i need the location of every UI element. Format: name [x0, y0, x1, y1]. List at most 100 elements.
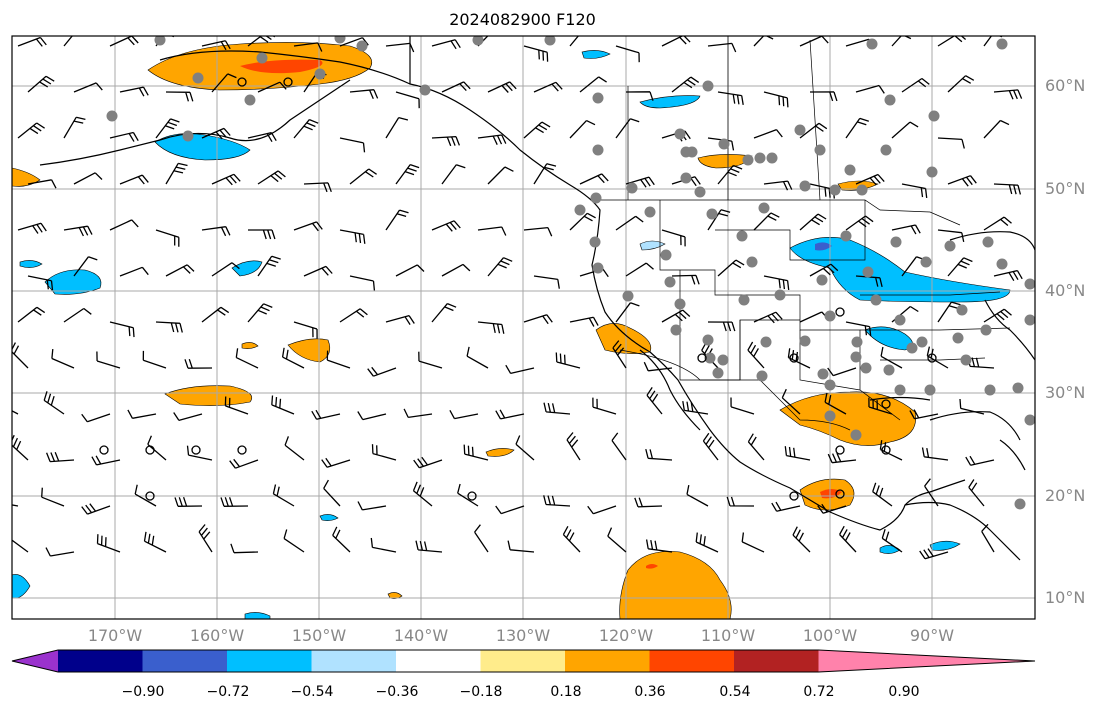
shaded-regions	[12, 42, 1011, 619]
wind-barb	[661, 229, 686, 247]
wind-barb	[73, 256, 98, 277]
wind-barb	[533, 275, 560, 289]
wind-barb	[579, 76, 607, 93]
wind-barb	[127, 409, 157, 419]
calm-wind-circle	[283, 77, 293, 87]
station-dot	[592, 92, 604, 104]
station-dot	[622, 290, 634, 302]
station-dot	[256, 52, 268, 64]
wind-barb	[477, 134, 507, 145]
wind-barb	[27, 179, 57, 189]
wind-barb	[747, 341, 765, 369]
wind-barb	[339, 137, 366, 153]
wind-barb	[96, 351, 121, 369]
wind-barb	[349, 89, 379, 100]
wind-barb	[17, 222, 47, 234]
station-dot	[960, 354, 972, 366]
colorbar-cell	[734, 650, 819, 672]
wind-barb	[817, 503, 847, 514]
station-dot	[862, 266, 874, 278]
station-dot	[154, 36, 166, 46]
station-dot	[758, 202, 770, 214]
wind-barb	[695, 532, 719, 553]
calm-wind-circle	[881, 445, 891, 455]
station-dot	[926, 166, 938, 178]
map-title: 2024082900 F120	[449, 10, 596, 29]
calm-wind-circle	[789, 353, 799, 363]
station-dot	[736, 230, 748, 242]
station-dot	[980, 324, 992, 336]
wind-barb	[155, 321, 183, 333]
wind-barb	[457, 483, 479, 507]
calm-wind-circle	[835, 445, 845, 455]
wind-barb	[661, 130, 691, 142]
wind-barb	[763, 180, 793, 191]
station-markers	[99, 36, 1035, 510]
wind-barb	[661, 309, 691, 323]
wind-barb	[799, 213, 827, 231]
calm-wind-circle	[835, 307, 845, 317]
wind-barb	[63, 307, 92, 323]
calm-wind-circle	[467, 491, 477, 501]
wind-barb	[303, 265, 333, 277]
wind-barb	[284, 436, 305, 461]
calm-wind-circle	[99, 445, 109, 455]
wind-barb	[349, 275, 376, 291]
station-dot	[760, 336, 772, 348]
colorbar-tick: −0.18	[459, 684, 503, 700]
wind-barb	[919, 548, 949, 560]
wind-barb	[165, 162, 188, 185]
station-dot	[664, 276, 676, 288]
wind-barb	[321, 457, 351, 468]
wind-barb	[569, 316, 599, 327]
wind-barb	[349, 168, 377, 185]
coastlines	[39, 36, 1035, 561]
wind-barb	[937, 36, 967, 47]
wind-barb	[367, 366, 397, 377]
wind-barb	[587, 505, 617, 515]
wind-barb	[515, 435, 535, 461]
wind-barb	[63, 225, 93, 237]
wind-barb	[257, 81, 287, 93]
wind-barb	[533, 163, 557, 185]
station-dot	[866, 38, 878, 50]
lon-label: 170°W	[87, 626, 143, 645]
wind-barb	[201, 40, 231, 51]
station-dot	[860, 362, 872, 374]
station-dot	[592, 144, 604, 156]
colorbar-outline	[11, 649, 1036, 673]
wind-barb	[707, 209, 731, 231]
wind-barb	[634, 497, 663, 508]
station-dot	[544, 36, 556, 46]
wind-barb	[781, 388, 801, 415]
wind-barb	[753, 311, 783, 324]
station-dot	[754, 152, 766, 164]
station-dot	[1012, 382, 1024, 394]
lon-label: 110°W	[700, 626, 756, 645]
wind-barb	[165, 91, 194, 102]
calm-wind-circle	[145, 491, 155, 501]
station-dot	[890, 236, 902, 248]
wind-barb	[707, 321, 736, 332]
station-dot	[244, 94, 256, 106]
wind-barb	[717, 259, 745, 277]
wind-barb	[134, 484, 157, 507]
wind-barb	[682, 400, 709, 415]
wind-barb	[607, 527, 627, 553]
wind-barb	[625, 262, 654, 277]
wind-barb	[827, 367, 857, 377]
calm-wind-circle	[835, 489, 845, 499]
station-dot	[712, 367, 724, 379]
station-dot	[824, 410, 836, 422]
wind-barb	[271, 395, 295, 415]
lon-label: 100°W	[802, 626, 858, 645]
wind-barb	[119, 174, 149, 185]
wind-barb	[293, 42, 323, 52]
wind-barb	[385, 42, 415, 53]
calm-wind-circle	[237, 445, 247, 455]
wind-barb	[81, 413, 111, 423]
station-dot	[850, 429, 862, 441]
wind-barb	[449, 409, 479, 420]
wind-barb	[959, 398, 985, 415]
wind-barb	[569, 36, 580, 47]
